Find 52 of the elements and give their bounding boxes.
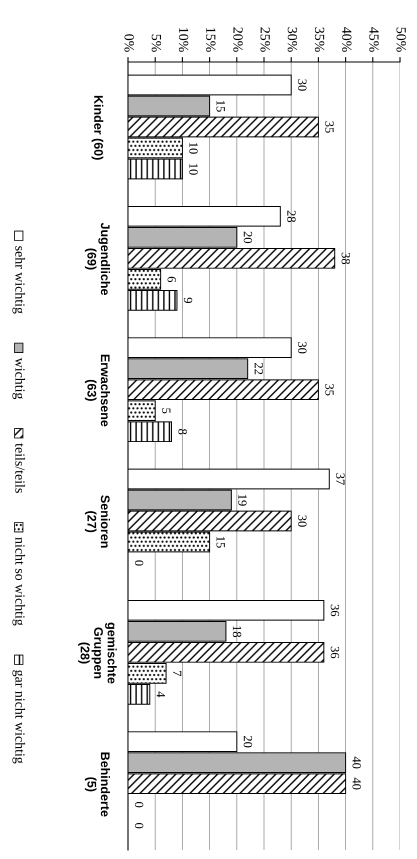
x-tick-label: 0%: [124, 34, 134, 52]
y-tick-label: Senioren (27): [84, 495, 110, 548]
data-label: 30: [298, 515, 307, 527]
data-label: 19: [238, 494, 247, 506]
y-tick-label: Kinder (60): [92, 96, 104, 160]
data-label: 38: [342, 252, 350, 264]
data-label: 35: [325, 121, 334, 133]
data-label: 35: [325, 384, 334, 396]
x-tick-label: 25%: [260, 27, 270, 52]
x-tick-label: 45%: [369, 27, 379, 52]
data-label: 4: [156, 691, 166, 698]
legend-label: nicht so wichtig: [12, 537, 26, 626]
data-label: 0: [134, 802, 144, 808]
y-tick-label: gemischte Gruppen (28): [78, 622, 117, 684]
legend-label: wichtig: [12, 358, 26, 400]
data-label: 18: [232, 626, 242, 638]
x-tick-label: 5%: [152, 34, 162, 52]
y-tick-label: Jugendliche (69): [84, 222, 110, 296]
x-tick-label: 15%: [206, 28, 216, 52]
data-label: 28: [287, 210, 296, 222]
y-tick-label: Behinderte (5): [84, 752, 110, 817]
data-label: 7: [173, 671, 182, 676]
data-label: 40: [352, 756, 361, 768]
legend-label: gar nicht wichtig: [12, 670, 26, 764]
data-label: 10: [189, 142, 198, 154]
data-label: 30: [298, 342, 307, 354]
x-tick-label: 40%: [342, 27, 352, 52]
data-label: 20: [244, 232, 252, 244]
data-label: 15: [216, 536, 225, 548]
data-label: 37: [336, 473, 345, 485]
data-label: 30: [298, 79, 307, 91]
data-label: 36: [330, 646, 340, 658]
data-label: 5: [162, 408, 170, 414]
data-label: 10: [189, 164, 198, 175]
x-tick-label: 35%: [314, 27, 324, 52]
data-label: 0: [134, 823, 144, 828]
legend-label: teils/teils: [15, 443, 26, 493]
data-label: 22: [254, 362, 263, 374]
x-tick-label: 10%: [178, 28, 188, 52]
data-label: 6: [168, 276, 176, 282]
legend-label: sehr wichtig: [12, 246, 26, 314]
data-label: 40: [352, 778, 361, 790]
data-label: 15: [216, 100, 225, 112]
x-tick-label: 20%: [233, 27, 243, 52]
y-tick-label: Erwachsene (63): [84, 354, 110, 426]
data-label: 9: [184, 298, 192, 303]
data-label: 0: [134, 560, 144, 566]
data-label: 36: [330, 604, 340, 616]
data-label: 20: [244, 736, 252, 748]
x-tick-label: 50%: [396, 28, 406, 52]
data-label: 8: [178, 429, 187, 434]
x-tick-label: 30%: [288, 27, 298, 52]
